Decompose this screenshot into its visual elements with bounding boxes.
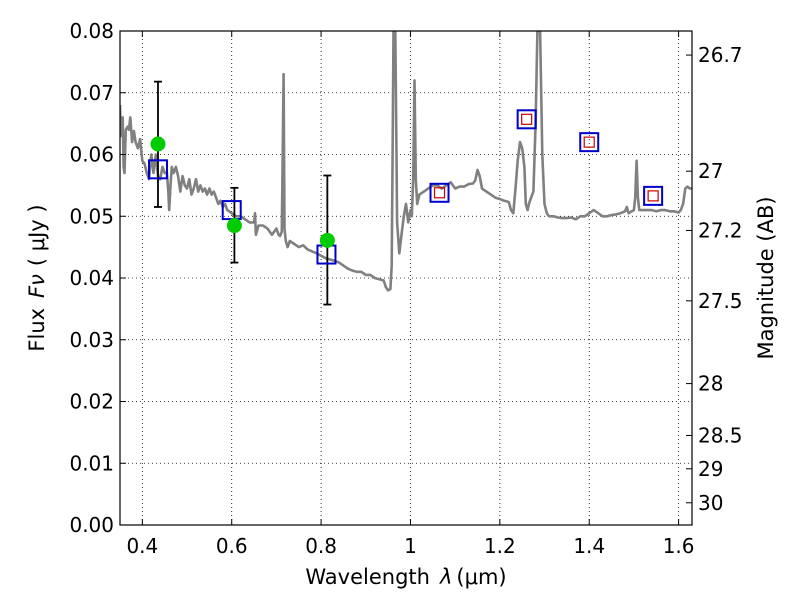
y2-tick-label: 27 bbox=[698, 159, 723, 183]
y2-tick-label: 30 bbox=[698, 491, 723, 515]
x-tick-label: 1.4 bbox=[573, 534, 605, 558]
x-tick-label: 0.4 bbox=[126, 534, 158, 558]
y-axis-title: FluxFν( μJy ) bbox=[25, 204, 49, 351]
y-tick-label: 0.05 bbox=[69, 204, 114, 228]
right-axis-title: Magnitude (AB) bbox=[754, 196, 778, 359]
model-flux-box bbox=[516, 109, 537, 130]
model-flux-inner-box bbox=[433, 187, 446, 199]
photometry-point bbox=[226, 218, 242, 234]
x-tick-label: 0.6 bbox=[216, 534, 248, 558]
y2-tick-label: 28 bbox=[698, 372, 723, 396]
y2-tick-label: 27.5 bbox=[698, 289, 743, 313]
model-flux-inner-box bbox=[647, 190, 659, 202]
axis-ticks: 0.4 0.6 0.8 1 1.2 1.4 1.6 0.00 0.01 0.02 0.03 0.04 0… bbox=[69, 19, 742, 558]
y2-tick-label: 28.5 bbox=[698, 423, 743, 447]
y-tick-label: 0.01 bbox=[69, 451, 114, 475]
x-axis-title: Wavelength λ (μm) bbox=[305, 565, 506, 589]
model-flux-box bbox=[643, 185, 664, 206]
x-tick-label: 1.6 bbox=[663, 534, 695, 558]
model-flux-box bbox=[579, 132, 600, 153]
model-flux-inner-box bbox=[521, 113, 533, 125]
grid bbox=[120, 30, 692, 526]
plot-area bbox=[120, 31, 692, 306]
model-flux-box bbox=[147, 159, 168, 180]
spectrum-line bbox=[120, 31, 692, 292]
photometry-point bbox=[150, 136, 166, 152]
y2-tick-label: 27.2 bbox=[698, 218, 743, 242]
y-tick-label: 0.04 bbox=[69, 266, 114, 290]
y2-tick-label: 29 bbox=[698, 457, 723, 481]
plot-frame bbox=[119, 30, 693, 526]
model-flux-inner-box bbox=[583, 136, 595, 148]
y-tick-label: 0.07 bbox=[69, 81, 114, 105]
y-tick-label: 0.06 bbox=[69, 143, 114, 167]
y-tick-label: 0.03 bbox=[69, 328, 114, 352]
y-tick-label: 0.08 bbox=[69, 19, 114, 43]
photometry-point bbox=[319, 232, 335, 248]
x-tick-label: 1.2 bbox=[484, 534, 516, 558]
x-tick-label: 1 bbox=[404, 534, 417, 558]
y2-tick-label: 26.7 bbox=[698, 43, 743, 67]
x-tick-label: 0.8 bbox=[305, 534, 337, 558]
y-tick-label: 0.02 bbox=[69, 390, 114, 414]
y-tick-label: 0.00 bbox=[69, 513, 114, 537]
model-flux-box bbox=[429, 182, 450, 203]
